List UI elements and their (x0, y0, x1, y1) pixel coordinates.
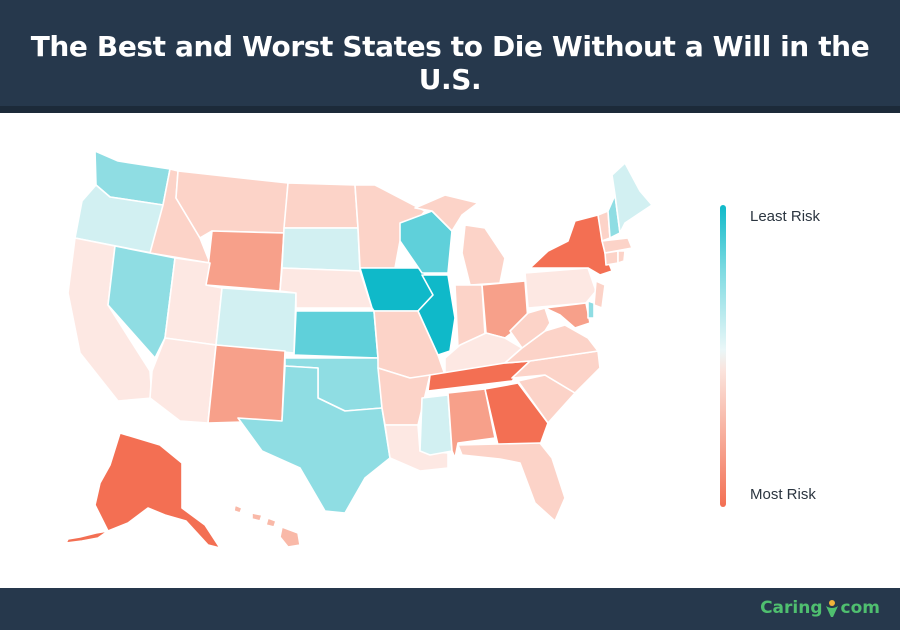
brand-name-left: Caring (760, 598, 823, 618)
state-texas[interactable] (237, 365, 391, 514)
state-rhode-island[interactable] (617, 250, 626, 264)
map-area (0, 113, 900, 588)
us-choropleth-map (65, 150, 653, 549)
state-michigan-upper[interactable] (414, 194, 479, 232)
brand-name-right: com (840, 598, 880, 618)
state-georgia[interactable] (484, 382, 549, 446)
state-michigan[interactable] (461, 224, 506, 286)
header-divider (0, 106, 900, 113)
state-nebraska[interactable] (279, 267, 373, 309)
state-new-mexico[interactable] (207, 344, 286, 424)
state-colorado[interactable] (215, 287, 297, 354)
state-maryland[interactable] (544, 302, 591, 329)
state-delaware[interactable] (587, 300, 595, 319)
state-minnesota[interactable] (354, 184, 426, 269)
state-kansas[interactable] (293, 310, 379, 359)
legend-label-most-risk: Most Risk (750, 486, 816, 503)
page-title: The Best and Worst States to Die Without… (30, 30, 870, 96)
footer-bar: Caring com (0, 588, 900, 630)
state-wyoming[interactable] (205, 230, 285, 292)
state-alaska-aleutians[interactable] (65, 530, 109, 544)
state-louisiana[interactable] (384, 424, 449, 472)
legend-gradient-bar (720, 205, 726, 507)
state-new-jersey[interactable] (593, 280, 606, 309)
state-mississippi[interactable] (419, 394, 453, 456)
state-nevada[interactable] (107, 245, 176, 359)
state-illinois[interactable] (417, 274, 456, 356)
legend-label-least-risk: Least Risk (750, 208, 821, 225)
header-bar: The Best and Worst States to Die Without… (0, 0, 900, 106)
state-alaska[interactable] (94, 432, 221, 549)
state-florida[interactable] (457, 442, 566, 522)
state-arizona[interactable] (149, 337, 217, 424)
state-maine[interactable] (611, 162, 653, 234)
state-connecticut[interactable] (604, 250, 619, 266)
state-south-dakota[interactable] (281, 227, 361, 272)
caring-person-icon (825, 599, 839, 617)
state-hawaii[interactable] (233, 504, 301, 548)
brand-logo[interactable]: Caring com (760, 598, 880, 618)
state-pennsylvania[interactable] (524, 267, 597, 309)
state-massachusetts[interactable] (601, 237, 633, 254)
state-north-dakota[interactable] (283, 182, 359, 229)
